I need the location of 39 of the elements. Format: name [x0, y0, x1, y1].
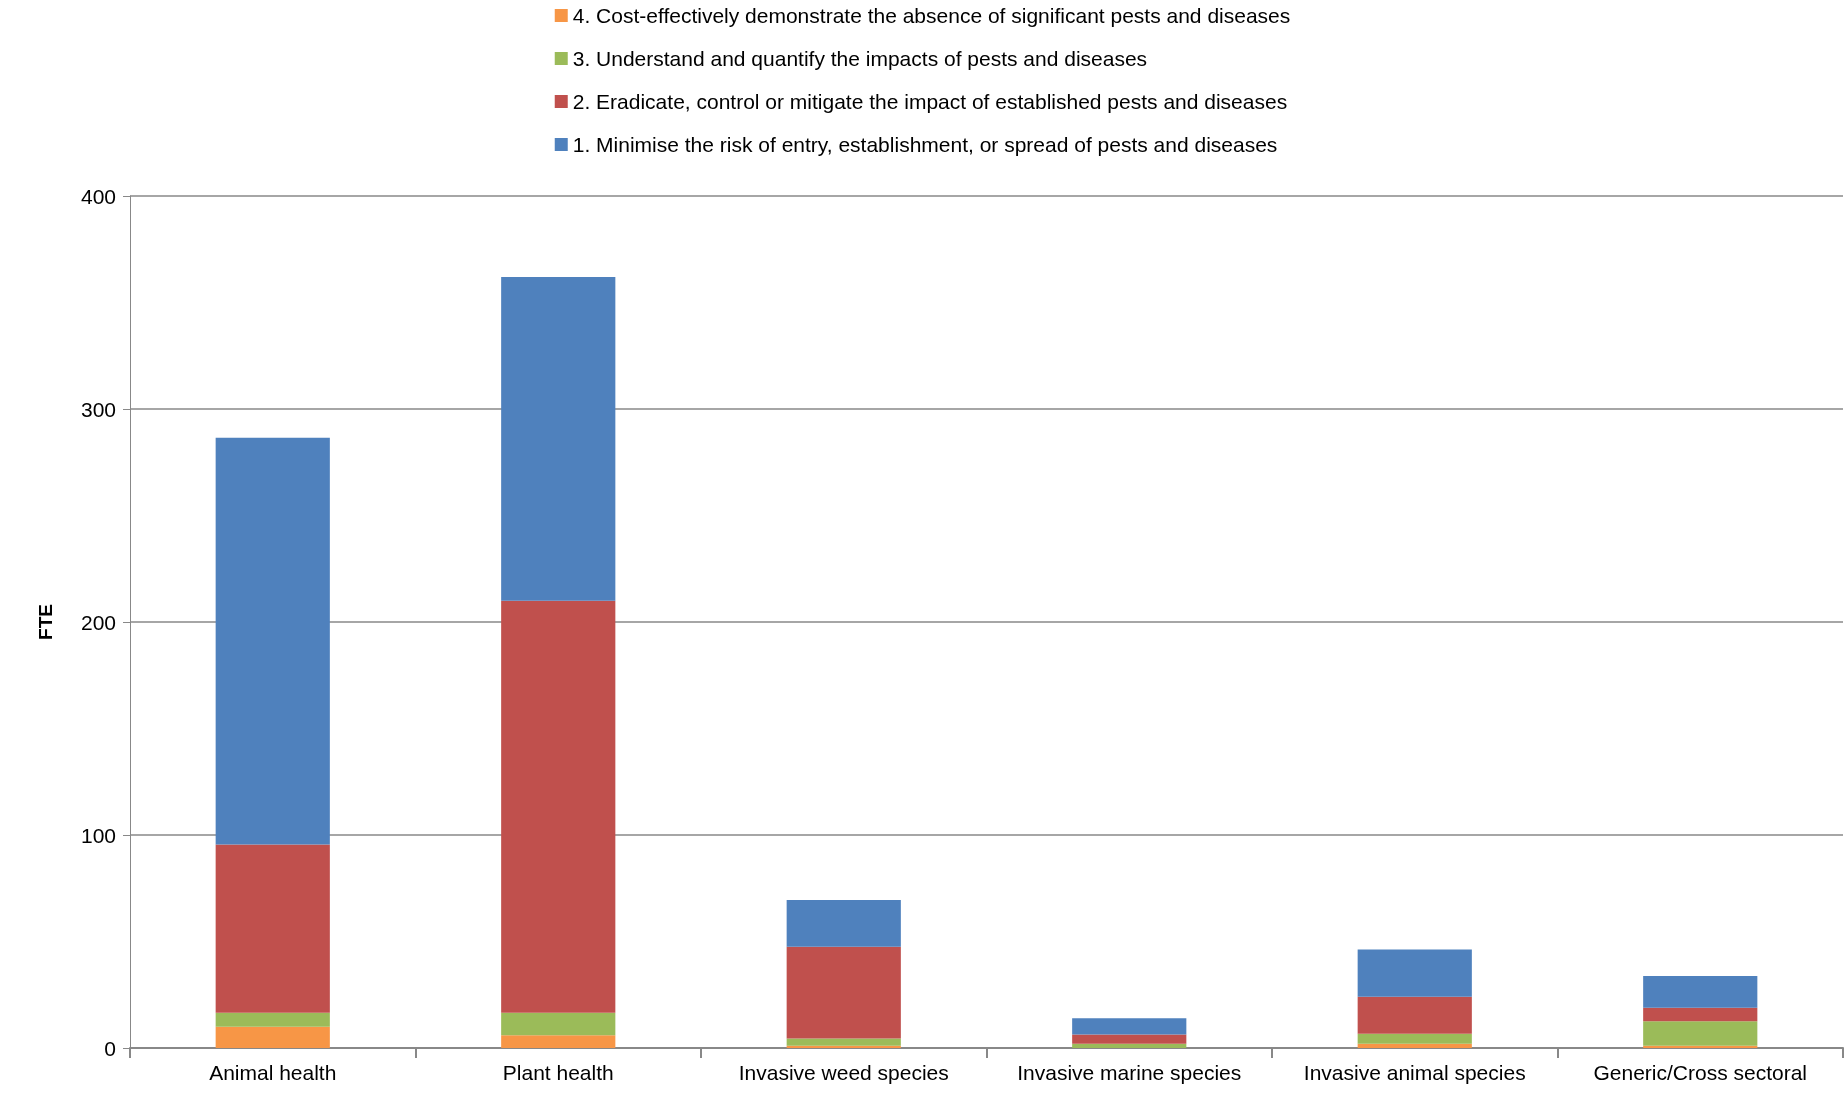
bar — [1357, 996, 1472, 1034]
legend-label: 1. Minimise the risk of entry, establishment, or spread of pests and diseases — [572, 133, 1278, 156]
bar — [501, 1035, 616, 1048]
bar — [786, 1038, 901, 1046]
bar — [215, 1026, 330, 1048]
x-tick-label: Invasive marine species — [1017, 1061, 1242, 1084]
bar — [1357, 949, 1472, 997]
x-tick-label: Invasive animal species — [1303, 1061, 1526, 1084]
bar — [501, 276, 616, 601]
bar — [215, 437, 330, 845]
bar — [215, 844, 330, 1013]
bar — [1643, 1021, 1758, 1046]
y-tick-label: 300 — [80, 397, 116, 421]
bar — [1643, 1007, 1758, 1022]
y-tick-label: 0 — [104, 1036, 116, 1060]
y-tick-label: 100 — [80, 823, 116, 847]
bar — [501, 1012, 616, 1036]
bar — [501, 600, 616, 1013]
y-axis-title: FTE — [35, 604, 56, 640]
bar — [1072, 1043, 1187, 1048]
x-tick-label: Invasive weed species — [738, 1061, 949, 1084]
bar — [1072, 1018, 1187, 1035]
x-tick-label: Animal health — [209, 1061, 337, 1084]
x-tick-label: Plant health — [502, 1061, 614, 1084]
bar — [1643, 976, 1758, 1008]
x-tick-label: Generic/Cross sectoral — [1593, 1061, 1808, 1084]
bar — [786, 1045, 901, 1048]
legend-label: 2. Eradicate, control or mitigate the impact of established pests and diseases — [572, 90, 1288, 113]
bar — [1072, 1034, 1187, 1044]
bar — [786, 899, 901, 947]
bar — [1357, 1043, 1472, 1048]
y-tick-label: 400 — [80, 184, 116, 208]
bar — [1357, 1033, 1472, 1044]
legend-label: 3. Understand and quantify the impacts of pests and diseases — [572, 47, 1148, 70]
bar — [215, 1012, 330, 1027]
y-tick-label: 200 — [80, 610, 116, 634]
bar — [1643, 1045, 1758, 1048]
bar — [786, 946, 901, 1039]
legend-label: 4. Cost-effectively demonstrate the absence of significant pests and diseases — [572, 4, 1291, 27]
